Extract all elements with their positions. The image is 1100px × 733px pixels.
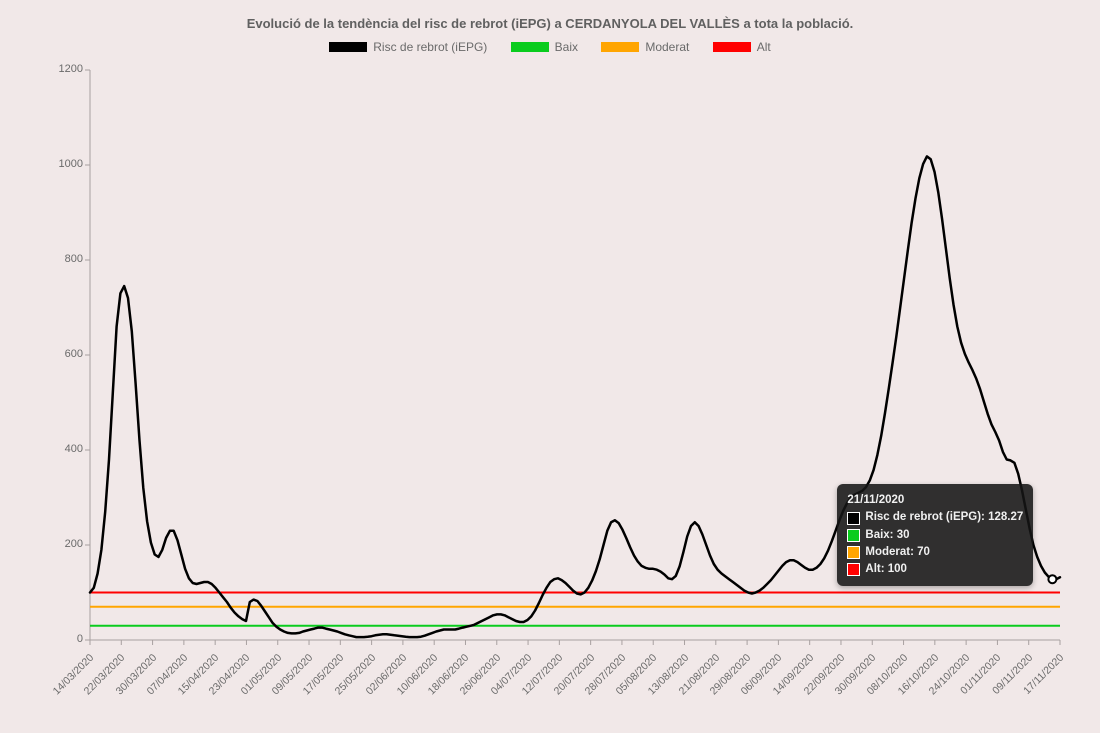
tooltip-row-iepg: Risc de rebrot (iEPG): 128.27 <box>847 509 1023 526</box>
tooltip: 21/11/2020 Risc de rebrot (iEPG): 128.27… <box>837 484 1033 586</box>
y-tick-label: 600 <box>45 348 83 360</box>
tooltip-text-iepg: Risc de rebrot (iEPG): 128.27 <box>865 509 1023 526</box>
tooltip-swatch-iepg <box>847 512 860 525</box>
tooltip-row-moderat: Moderat: 70 <box>847 544 1023 561</box>
tooltip-date: 21/11/2020 <box>847 492 1023 509</box>
tooltip-swatch-alt <box>847 563 860 576</box>
tooltip-text-moderat: Moderat: 70 <box>865 544 930 561</box>
tooltip-row-alt: Alt: 100 <box>847 561 1023 578</box>
chart-container: Evolució de la tendència del risc de reb… <box>0 0 1100 733</box>
y-tick-label: 1000 <box>45 158 83 170</box>
tooltip-text-alt: Alt: 100 <box>865 561 907 578</box>
y-tick-label: 200 <box>45 538 83 550</box>
plot-svg <box>0 0 1100 733</box>
y-tick-label: 400 <box>45 443 83 455</box>
tooltip-row-baix: Baix: 30 <box>847 527 1023 544</box>
y-tick-label: 800 <box>45 253 83 265</box>
y-tick-label: 0 <box>45 633 83 645</box>
tooltip-text-baix: Baix: 30 <box>865 527 909 544</box>
tooltip-swatch-moderat <box>847 546 860 559</box>
y-tick-label: 1200 <box>45 63 83 75</box>
tooltip-swatch-baix <box>847 529 860 542</box>
